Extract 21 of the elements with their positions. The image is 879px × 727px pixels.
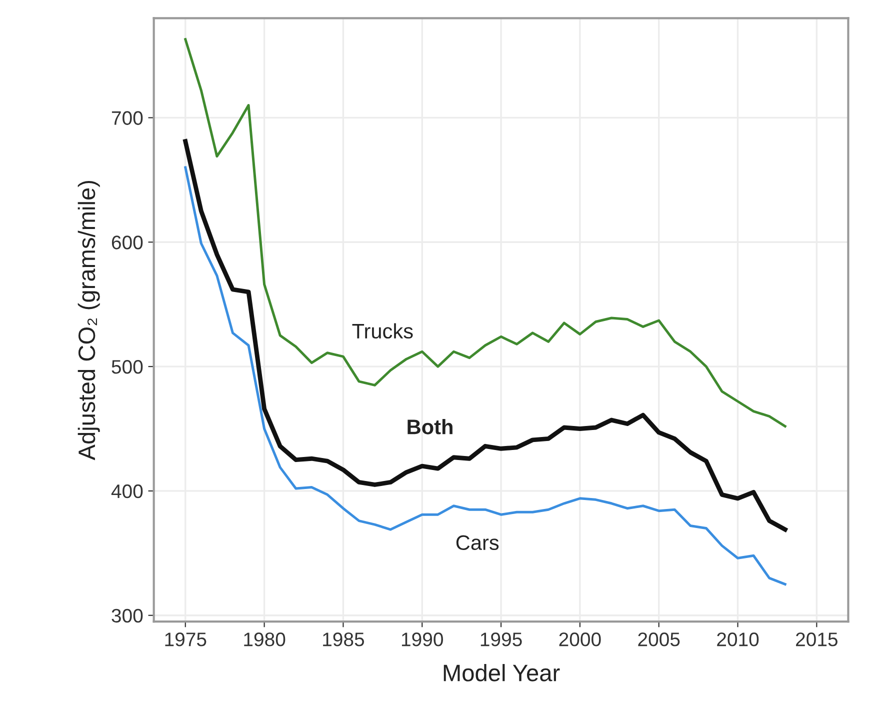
x-tick-label: 2010 [717,632,759,646]
x-tick-label: 2000 [559,632,601,646]
x-tick-label: 2015 [796,632,838,646]
line-series [184,166,786,586]
series-label: Trucks [352,323,413,339]
x-tick-label: 2005 [638,632,680,646]
y-tick-label: 500 [112,360,143,374]
x-tick-label: 1995 [480,632,522,646]
y-axis-title: Adjusted CO₂ (grams/mile) [78,180,100,460]
y-tick-label: 700 [112,111,143,125]
series-label: Both [408,419,452,434]
y-tick-label: 400 [111,484,143,498]
x-axis-title: Model Year [444,664,560,682]
y-tick-label: 300 [112,608,143,623]
x-tick-label: 1980 [244,632,286,646]
x-tick-label: 1985 [323,632,364,646]
y-tick-label: 600 [112,236,143,250]
series-label: Cars [456,535,499,550]
line-series [183,139,788,532]
x-tick-label: 1975 [165,632,206,646]
x-tick-label: 1990 [402,632,443,646]
